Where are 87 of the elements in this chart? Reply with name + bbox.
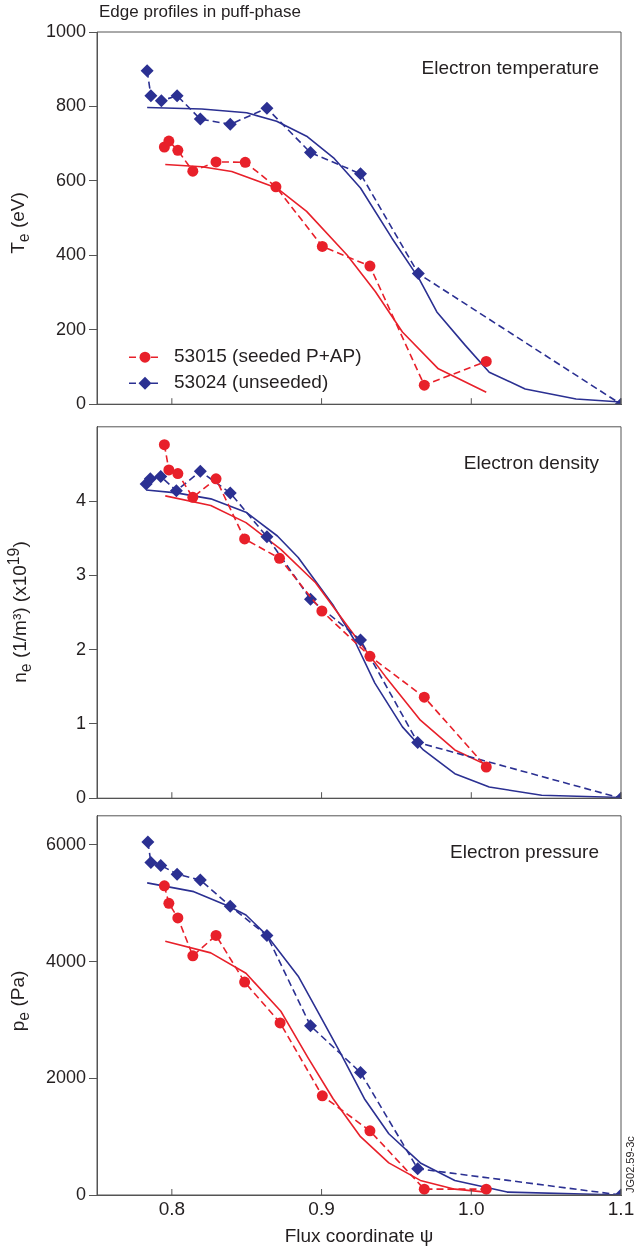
point — [270, 181, 282, 193]
point — [170, 867, 184, 881]
point — [316, 605, 328, 617]
point — [210, 929, 222, 941]
point — [354, 1065, 367, 1079]
point — [354, 633, 367, 647]
point — [172, 468, 184, 480]
point — [187, 165, 199, 177]
y-tick-label: 600 — [55, 169, 86, 190]
point — [364, 1125, 376, 1137]
x-tick-label: 0.9 — [308, 1197, 335, 1219]
point — [364, 260, 376, 272]
y-tick-label: 1000 — [45, 20, 86, 41]
point — [303, 146, 317, 160]
y-tick-label: 4 — [75, 490, 86, 511]
point — [260, 101, 274, 115]
legend-label: 53015 (seeded P+AP) — [174, 345, 362, 367]
y-tick-label: 6000 — [45, 833, 86, 854]
point — [260, 530, 274, 544]
annotation: Electron density — [463, 452, 600, 474]
point — [163, 135, 175, 147]
point — [274, 552, 285, 564]
point — [163, 897, 175, 909]
point — [480, 1183, 492, 1195]
y-tick-label: 0 — [75, 787, 86, 808]
point — [154, 858, 168, 872]
y-tick-label: 200 — [55, 318, 86, 339]
point — [239, 976, 251, 988]
point — [411, 267, 425, 281]
point — [170, 89, 184, 103]
point — [172, 144, 184, 156]
chart-title: Edge profiles in puff-phase — [99, 1, 301, 21]
point — [141, 835, 155, 849]
y-tick-label: 2 — [75, 638, 86, 659]
x-tick-label: 0.8 — [158, 1197, 186, 1219]
point — [158, 439, 170, 451]
point — [411, 1162, 425, 1176]
point — [418, 1183, 430, 1195]
point — [158, 880, 170, 892]
point — [223, 486, 237, 500]
point — [316, 1090, 328, 1102]
point — [411, 735, 425, 749]
point — [193, 112, 207, 126]
point — [193, 873, 207, 887]
legend-label: 53024 (unseeded) — [174, 371, 329, 393]
point — [480, 761, 492, 773]
y-tick-label: 4000 — [45, 950, 86, 971]
x-tick-label: 1.1 — [607, 1197, 635, 1219]
point — [316, 240, 328, 252]
point — [143, 472, 157, 486]
point — [154, 470, 168, 484]
y-tick-label: 1 — [75, 712, 86, 733]
point — [169, 484, 183, 498]
point — [354, 167, 367, 181]
y-tick-label: 0 — [75, 393, 86, 414]
point — [239, 533, 251, 545]
y-tick-label: 400 — [55, 244, 86, 265]
point — [418, 691, 430, 703]
point — [274, 1017, 286, 1029]
y-tick-label: 3 — [75, 564, 86, 585]
x-axis-title: Flux coordinate ψ — [284, 1224, 434, 1246]
point — [223, 117, 237, 131]
point — [172, 912, 184, 924]
point — [480, 355, 492, 367]
point — [140, 64, 154, 78]
point — [364, 650, 376, 662]
text: JG02.59-3c — [624, 1135, 637, 1193]
point — [239, 156, 251, 168]
point — [144, 89, 158, 103]
point — [163, 464, 175, 476]
y-tick-label: 0 — [75, 1183, 86, 1204]
point — [210, 473, 222, 485]
x-tick-label: 1.0 — [458, 1197, 485, 1219]
point — [193, 464, 207, 478]
annotation: Electron pressure — [450, 841, 599, 863]
point — [303, 1019, 317, 1033]
annotation: Electron temperature — [421, 57, 599, 79]
point — [187, 950, 199, 962]
y-tick-label: 2000 — [45, 1067, 86, 1088]
point — [223, 899, 237, 913]
point — [418, 379, 430, 391]
point — [154, 94, 168, 108]
point — [187, 491, 199, 503]
point — [260, 928, 274, 942]
point — [210, 156, 222, 168]
y-tick-label: 800 — [55, 95, 86, 116]
point — [144, 855, 158, 869]
